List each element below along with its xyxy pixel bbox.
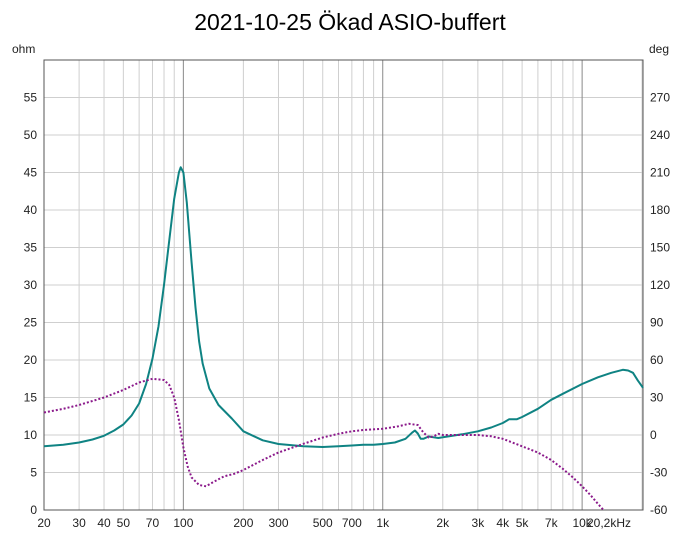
x-tick-label: 4k xyxy=(496,516,510,530)
left-tick-label: 20 xyxy=(24,353,38,367)
left-axis-ticks: 0 5 10 15 20 25 30 35 40 45 50 55 xyxy=(24,91,38,518)
phase-series-line xyxy=(43,377,605,511)
x-tick-label: 100 xyxy=(173,516,193,530)
x-tick-label: 2k xyxy=(436,516,450,530)
right-tick-label: 240 xyxy=(650,128,670,142)
right-tick-label: 210 xyxy=(650,166,670,180)
left-tick-label: 45 xyxy=(24,166,38,180)
left-tick-label: 15 xyxy=(24,391,38,405)
x-tick-label: 7k xyxy=(545,516,559,530)
right-tick-label: 90 xyxy=(650,316,664,330)
x-tick-label: 300 xyxy=(268,516,288,530)
left-tick-label: 50 xyxy=(24,128,38,142)
right-tick-label: 180 xyxy=(650,203,670,217)
right-tick-label: 30 xyxy=(650,391,664,405)
right-tick-label: 150 xyxy=(650,241,670,255)
x-tick-label: 700 xyxy=(342,516,362,530)
right-tick-label: 120 xyxy=(650,278,670,292)
grid xyxy=(44,60,643,510)
chart-title: 2021-10-25 Ökad ASIO-buffert xyxy=(194,9,506,35)
x-tick-label: 70 xyxy=(146,516,160,530)
x-tick-label: 10k xyxy=(572,516,592,530)
left-tick-label: 55 xyxy=(24,91,38,105)
x-tick-label: 5k xyxy=(516,516,530,530)
left-tick-label: 25 xyxy=(24,316,38,330)
right-tick-label: 60 xyxy=(650,353,664,367)
left-tick-label: 5 xyxy=(30,466,37,480)
right-tick-label: -30 xyxy=(650,466,668,480)
left-tick-label: 30 xyxy=(24,278,38,292)
right-tick-label: 270 xyxy=(650,91,670,105)
x-tick-label: 40 xyxy=(97,516,111,530)
x-tick-label: 1k xyxy=(376,516,390,530)
x-tick-label: 20,2kHz xyxy=(587,516,631,530)
right-tick-label: 0 xyxy=(650,428,657,442)
x-tick-label: 200 xyxy=(233,516,253,530)
x-tick-label: 20 xyxy=(37,516,51,530)
right-axis-unit: deg xyxy=(649,42,669,56)
impedance-series-line xyxy=(43,166,644,448)
plot-area xyxy=(43,59,644,511)
x-axis-ticks: 20 30 40 50 70 100 200 300 500 700 1k 2k 3k 4k 5k 7k 10k… xyxy=(37,516,631,530)
left-tick-label: 35 xyxy=(24,241,38,255)
left-axis-unit: ohm xyxy=(12,42,35,56)
right-axis-ticks: -60 -30 0 30 60 90 120 150 180 210 240 270 xyxy=(650,91,670,518)
x-tick-label: 500 xyxy=(313,516,333,530)
x-tick-label: 50 xyxy=(117,516,131,530)
right-tick-label: -60 xyxy=(650,503,668,517)
x-tick-label: 3k xyxy=(472,516,486,530)
left-tick-label: 40 xyxy=(24,203,38,217)
left-tick-label: 0 xyxy=(30,503,37,517)
x-tick-label: 30 xyxy=(72,516,86,530)
left-tick-label: 10 xyxy=(24,428,38,442)
series-group xyxy=(43,166,644,511)
